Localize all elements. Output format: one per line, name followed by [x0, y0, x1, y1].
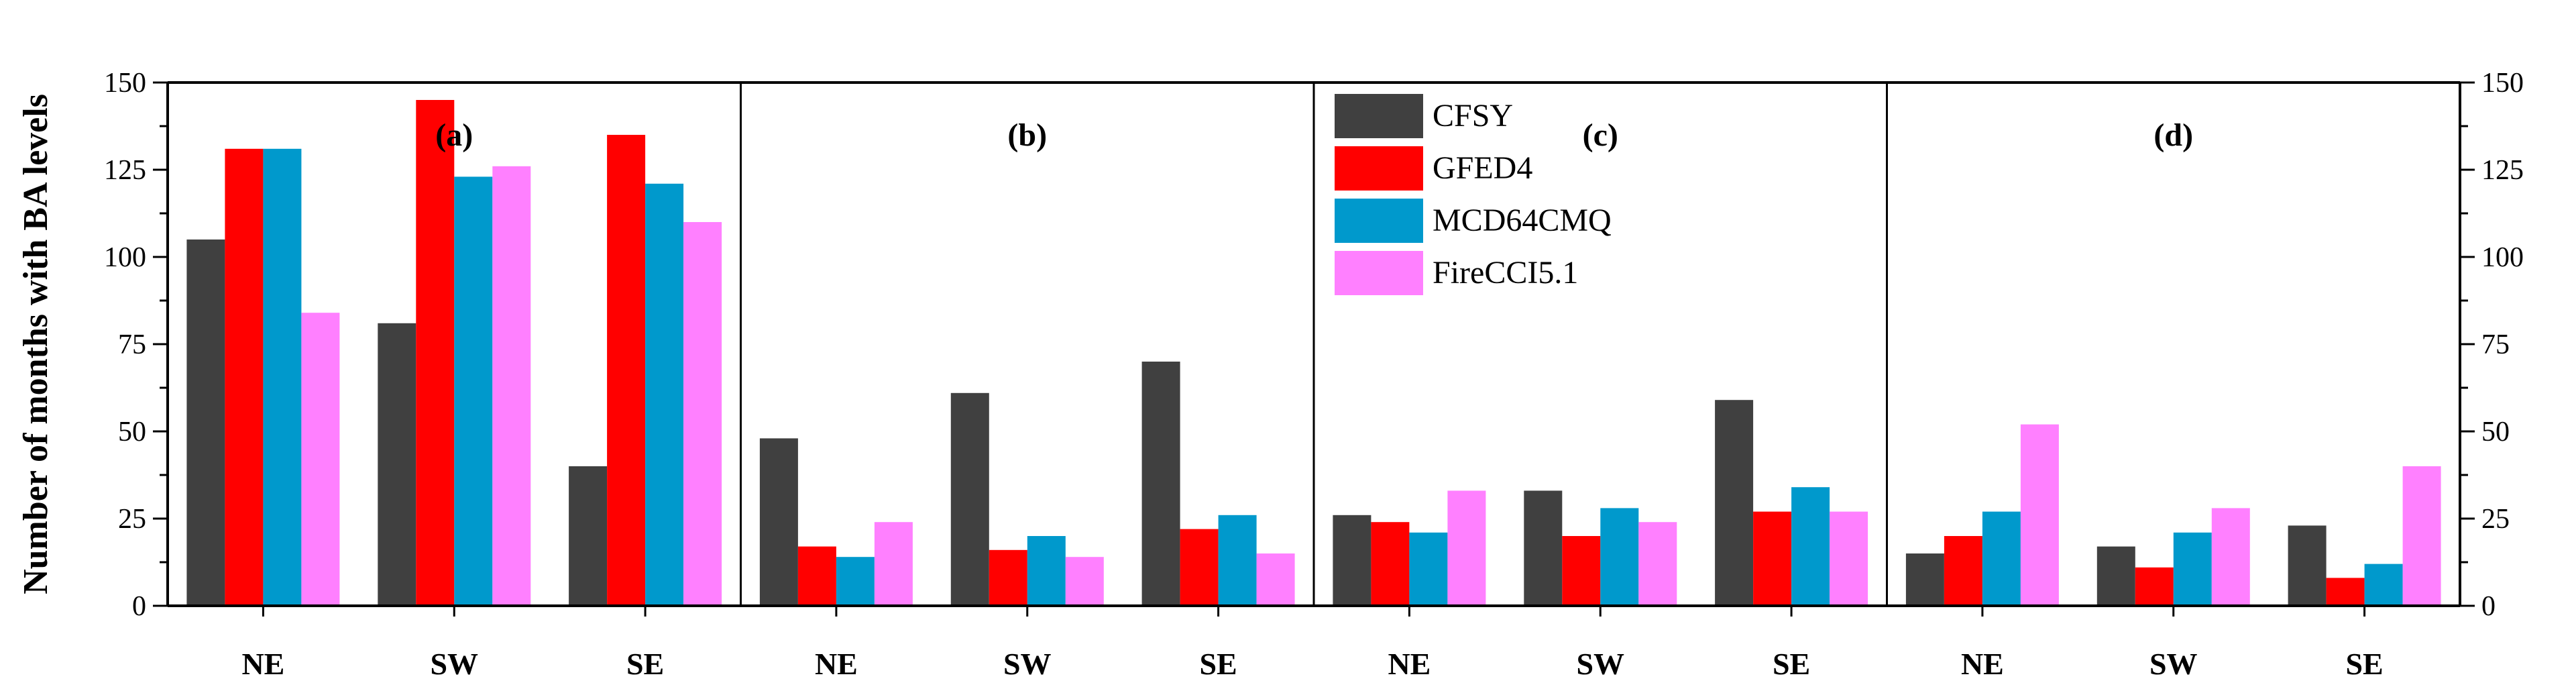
legend-label: FireCCI5.1 — [1433, 255, 1578, 290]
y-tick-label-left: 25 — [118, 504, 146, 535]
bar-firecci5-1-panel1-ne — [301, 313, 340, 606]
x-tick-label: NE — [1388, 647, 1431, 681]
panel-label: (c) — [1583, 117, 1618, 153]
bar-gfed4-panel4-ne — [1944, 536, 1982, 606]
bar-gfed4-panel4-sw — [2135, 567, 2174, 606]
y-tick-label-right: 75 — [2481, 329, 2510, 360]
x-tick-label: SE — [2345, 647, 2383, 681]
y-tick-label-left: 150 — [104, 68, 146, 99]
bar-mcd64cmq-panel3-sw — [1600, 508, 1639, 606]
y-tick-label-left: 75 — [118, 329, 146, 360]
panel-label: (a) — [435, 117, 473, 153]
bar-cfsy-panel3-sw — [1524, 490, 1563, 606]
y-tick-label-right: 0 — [2481, 591, 2496, 622]
bar-firecci5-1-panel4-se — [2402, 466, 2441, 606]
y-tick-label-right: 125 — [2481, 155, 2524, 186]
labels-layer: NE SW SE (a) NE SW SE (b) NE SW SE (c) NE SW SE (d) 0 0 25… — [17, 68, 2524, 681]
bar-mcd64cmq-panel2-ne — [836, 557, 875, 606]
legend-label: CFSY — [1433, 98, 1513, 134]
bar-mcd64cmq-panel1-ne — [263, 148, 302, 606]
y-tick-label-right: 100 — [2481, 242, 2524, 273]
y-tick-label-right: 150 — [2481, 68, 2524, 99]
bar-gfed4-panel1-ne — [225, 148, 264, 606]
bar-cfsy-panel1-se — [569, 466, 608, 606]
x-tick-label: SW — [1003, 647, 1052, 681]
bar-gfed4-panel1-sw — [416, 100, 455, 606]
x-tick-label: SE — [1773, 647, 1810, 681]
bar-firecci5-1-panel2-ne — [874, 522, 913, 606]
legend: CFSY GFED4 MCD64CMQ FireCCI5.1 — [1335, 94, 1612, 295]
bar-gfed4-panel2-ne — [797, 546, 836, 606]
x-tick-label: SW — [2149, 647, 2198, 681]
x-tick-label: NE — [815, 647, 858, 681]
axes-layer — [153, 81, 2475, 617]
bar-gfed4-panel2-se — [1180, 529, 1219, 606]
bar-firecci5-1-panel1-sw — [492, 166, 531, 606]
bar-mcd64cmq-panel4-sw — [2173, 532, 2212, 606]
bar-firecci5-1-panel3-se — [1830, 511, 1868, 606]
bar-firecci5-1-panel3-ne — [1447, 490, 1486, 606]
bar-cfsy-panel3-ne — [1333, 515, 1371, 606]
legend-label: MCD64CMQ — [1433, 203, 1612, 238]
bar-gfed4-panel4-se — [2326, 578, 2365, 606]
bar-mcd64cmq-panel3-ne — [1409, 532, 1448, 606]
bar-firecci5-1-panel4-sw — [2211, 508, 2250, 606]
bar-mcd64cmq-panel2-sw — [1027, 536, 1066, 606]
bar-mcd64cmq-panel1-se — [645, 183, 684, 606]
x-tick-label: SW — [430, 647, 478, 681]
legend-swatch-gfed4 — [1335, 146, 1423, 191]
bar-firecci5-1-panel1-se — [683, 222, 722, 606]
bar-gfed4-panel2-sw — [989, 549, 1027, 606]
bar-cfsy-panel1-sw — [378, 323, 416, 606]
x-tick-label: SE — [1199, 647, 1237, 681]
y-tick-label-right: 25 — [2481, 504, 2510, 535]
bar-firecci5-1-panel2-sw — [1065, 557, 1104, 606]
panel-label: (d) — [2153, 117, 2193, 153]
x-tick-label: SW — [1576, 647, 1624, 681]
bar-mcd64cmq-panel1-sw — [454, 176, 493, 606]
y-tick-label-right: 50 — [2481, 417, 2510, 447]
y-tick-label-left: 0 — [132, 591, 146, 622]
bar-cfsy-panel2-sw — [950, 392, 989, 606]
bar-firecci5-1-panel3-sw — [1638, 522, 1677, 606]
bar-gfed4-panel1-se — [607, 135, 646, 606]
bar-cfsy-panel3-se — [1715, 400, 1754, 606]
bar-gfed4-panel3-ne — [1371, 522, 1410, 606]
bar-cfsy-panel4-ne — [1905, 553, 1944, 606]
bars-layer — [186, 100, 2441, 606]
legend-swatch-mcd64cmq — [1335, 199, 1423, 243]
bar-cfsy-panel4-sw — [2096, 546, 2135, 606]
bar-firecci5-1-panel2-se — [1256, 553, 1295, 606]
bar-firecci5-1-panel4-ne — [2020, 424, 2059, 606]
bar-cfsy-panel4-se — [2288, 525, 2327, 606]
bar-mcd64cmq-panel2-se — [1218, 515, 1257, 606]
legend-swatch-firecci5-1 — [1335, 251, 1423, 295]
panel-label: (b) — [1007, 117, 1047, 153]
y-tick-label-left: 125 — [104, 155, 146, 186]
y-axis-label: Number of months with BA levels — [17, 94, 55, 594]
bar-cfsy-panel1-ne — [186, 240, 225, 606]
y-tick-label-left: 100 — [104, 242, 146, 273]
bar-mcd64cmq-panel4-ne — [1982, 511, 2021, 606]
bar-gfed4-panel3-se — [1753, 511, 1792, 606]
x-tick-label: NE — [1961, 647, 2004, 681]
bar-mcd64cmq-panel3-se — [1791, 487, 1830, 606]
legend-swatch-cfsy — [1335, 94, 1423, 138]
x-tick-label: SE — [626, 647, 664, 681]
bar-gfed4-panel3-sw — [1562, 536, 1601, 606]
bar-cfsy-panel2-ne — [759, 438, 798, 606]
bar-cfsy-panel2-se — [1141, 362, 1180, 606]
bar-mcd64cmq-panel4-se — [2364, 564, 2403, 606]
y-tick-label-left: 50 — [118, 417, 146, 447]
legend-label: GFED4 — [1433, 150, 1532, 186]
x-tick-label: NE — [241, 647, 284, 681]
